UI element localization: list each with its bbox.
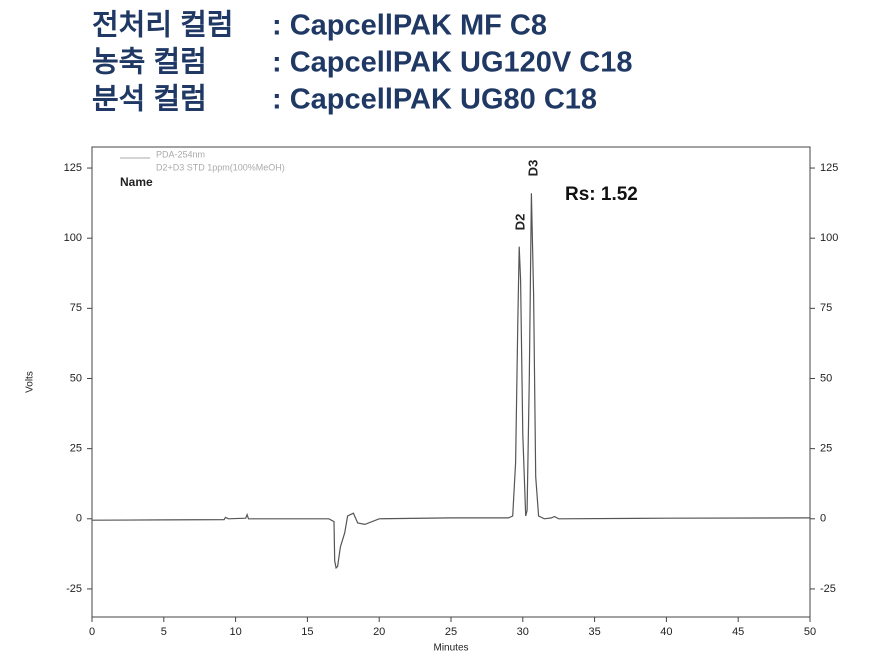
header-value: : CapcellPAK UG120V C18	[272, 47, 633, 79]
x-axis-label: Minutes	[433, 643, 468, 654]
y2-tick-label: 0	[820, 513, 826, 525]
y-tick-label: 0	[76, 513, 82, 525]
legend-entry: D2+D3 STD 1ppm(100%MeOH)	[156, 162, 285, 172]
y-tick-label: 50	[70, 372, 82, 384]
x-tick-label: 40	[660, 626, 672, 638]
y2-tick-label: 75	[820, 302, 832, 314]
y-tick-label: -25	[66, 583, 82, 595]
y-tick-label: 100	[64, 232, 82, 244]
header-label: 전처리 컬럼	[92, 9, 233, 42]
plot-frame	[91, 146, 811, 618]
header-label: 분석 컬럼	[92, 83, 207, 116]
peak-label: D3	[525, 160, 540, 177]
x-tick-label: 5	[161, 626, 167, 638]
header-label: 농축 컬럼	[92, 46, 207, 79]
x-tick-label: 45	[732, 626, 744, 638]
x-tick-label: 0	[89, 626, 95, 638]
y-tick-label: 125	[64, 162, 82, 174]
y-tick-label: 75	[70, 302, 82, 314]
x-tick-label: 10	[229, 626, 241, 638]
peak-label: D2	[512, 214, 527, 231]
y2-tick-label: 100	[820, 232, 838, 244]
header-value: : CapcellPAK UG80 C18	[272, 84, 597, 116]
y2-tick-label: 25	[820, 443, 832, 455]
x-tick-label: 50	[804, 626, 816, 638]
y-axis-label: Volts	[25, 371, 36, 393]
x-tick-label: 20	[373, 626, 385, 638]
x-tick-label: 25	[445, 626, 457, 638]
y2-tick-label: 50	[820, 372, 832, 384]
x-tick-label: 35	[588, 626, 600, 638]
legend-title: Name	[120, 175, 153, 189]
resolution-label: Rs: 1.52	[565, 184, 638, 205]
y2-tick-label: 125	[820, 162, 838, 174]
y2-tick-label: -25	[820, 583, 836, 595]
legend-entry: PDA-254nm	[156, 149, 205, 159]
trace	[91, 193, 811, 570]
x-tick-label: 15	[301, 626, 313, 638]
y-tick-label: 25	[70, 443, 82, 455]
x-tick-label: 30	[517, 626, 529, 638]
header-value: : CapcellPAK MF C8	[272, 10, 547, 42]
